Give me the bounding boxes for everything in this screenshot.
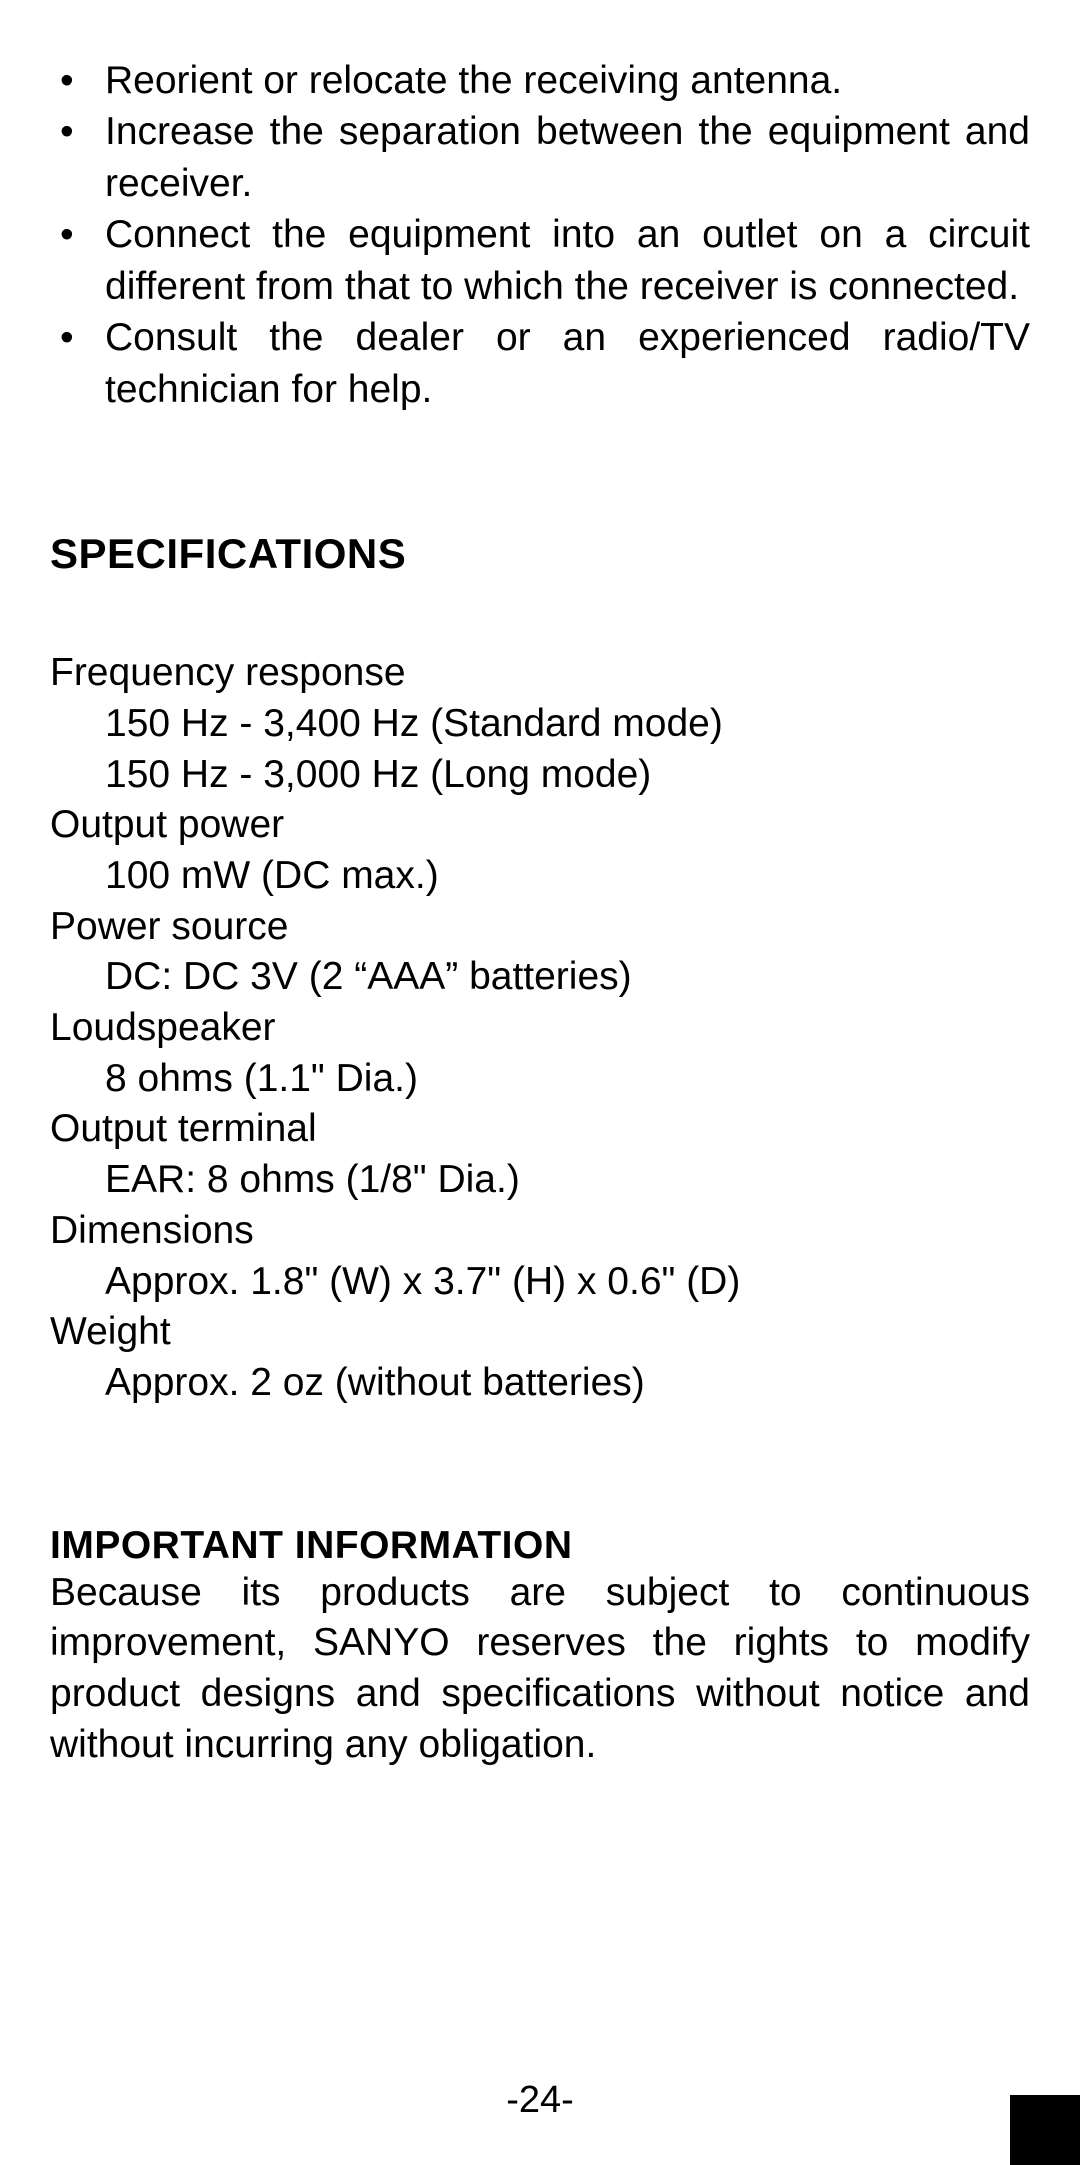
spec-label-output-power: Output power — [50, 800, 1030, 851]
page-tab-marker — [1010, 2095, 1080, 2165]
spec-value: 8 ohms (1.1" Dia.) — [105, 1054, 1030, 1105]
spec-label-output-terminal: Output terminal — [50, 1104, 1030, 1155]
spec-label-loudspeaker: Loudspeaker — [50, 1003, 1030, 1054]
spec-label-weight: Weight — [50, 1307, 1030, 1358]
specifications-heading: Specifications — [50, 530, 1030, 578]
important-info-heading: Important Information — [50, 1524, 1030, 1568]
list-item: Consult the dealer or an experienced rad… — [105, 312, 1030, 415]
list-item: Increase the separation between the equi… — [105, 106, 1030, 209]
spec-value: DC: DC 3V (2 “AAA” batteries) — [105, 952, 1030, 1003]
list-item: Connect the equipment into an outlet on … — [105, 209, 1030, 312]
specifications-block: Frequency response 150 Hz - 3,400 Hz (St… — [50, 648, 1030, 1408]
spec-value: 150 Hz - 3,000 Hz (Long mode) — [105, 750, 1030, 801]
spec-value: Approx. 1.8" (W) x 3.7" (H) x 0.6" (D) — [105, 1257, 1030, 1308]
interference-tips-list: Reorient or relocate the receiving anten… — [50, 55, 1030, 415]
spec-value: Approx. 2 oz (without batteries) — [105, 1358, 1030, 1409]
list-item: Reorient or relocate the receiving anten… — [105, 55, 1030, 106]
spec-label-frequency: Frequency response — [50, 648, 1030, 699]
page-number: -24- — [0, 2079, 1080, 2122]
spec-label-dimensions: Dimensions — [50, 1206, 1030, 1257]
spec-value: 150 Hz - 3,400 Hz (Standard mode) — [105, 699, 1030, 750]
spec-value: 100 mW (DC max.) — [105, 851, 1030, 902]
spec-value: EAR: 8 ohms (1/8" Dia.) — [105, 1155, 1030, 1206]
important-info-text: Because its products are subject to cont… — [50, 1568, 1030, 1771]
spec-label-power-source: Power source — [50, 902, 1030, 953]
